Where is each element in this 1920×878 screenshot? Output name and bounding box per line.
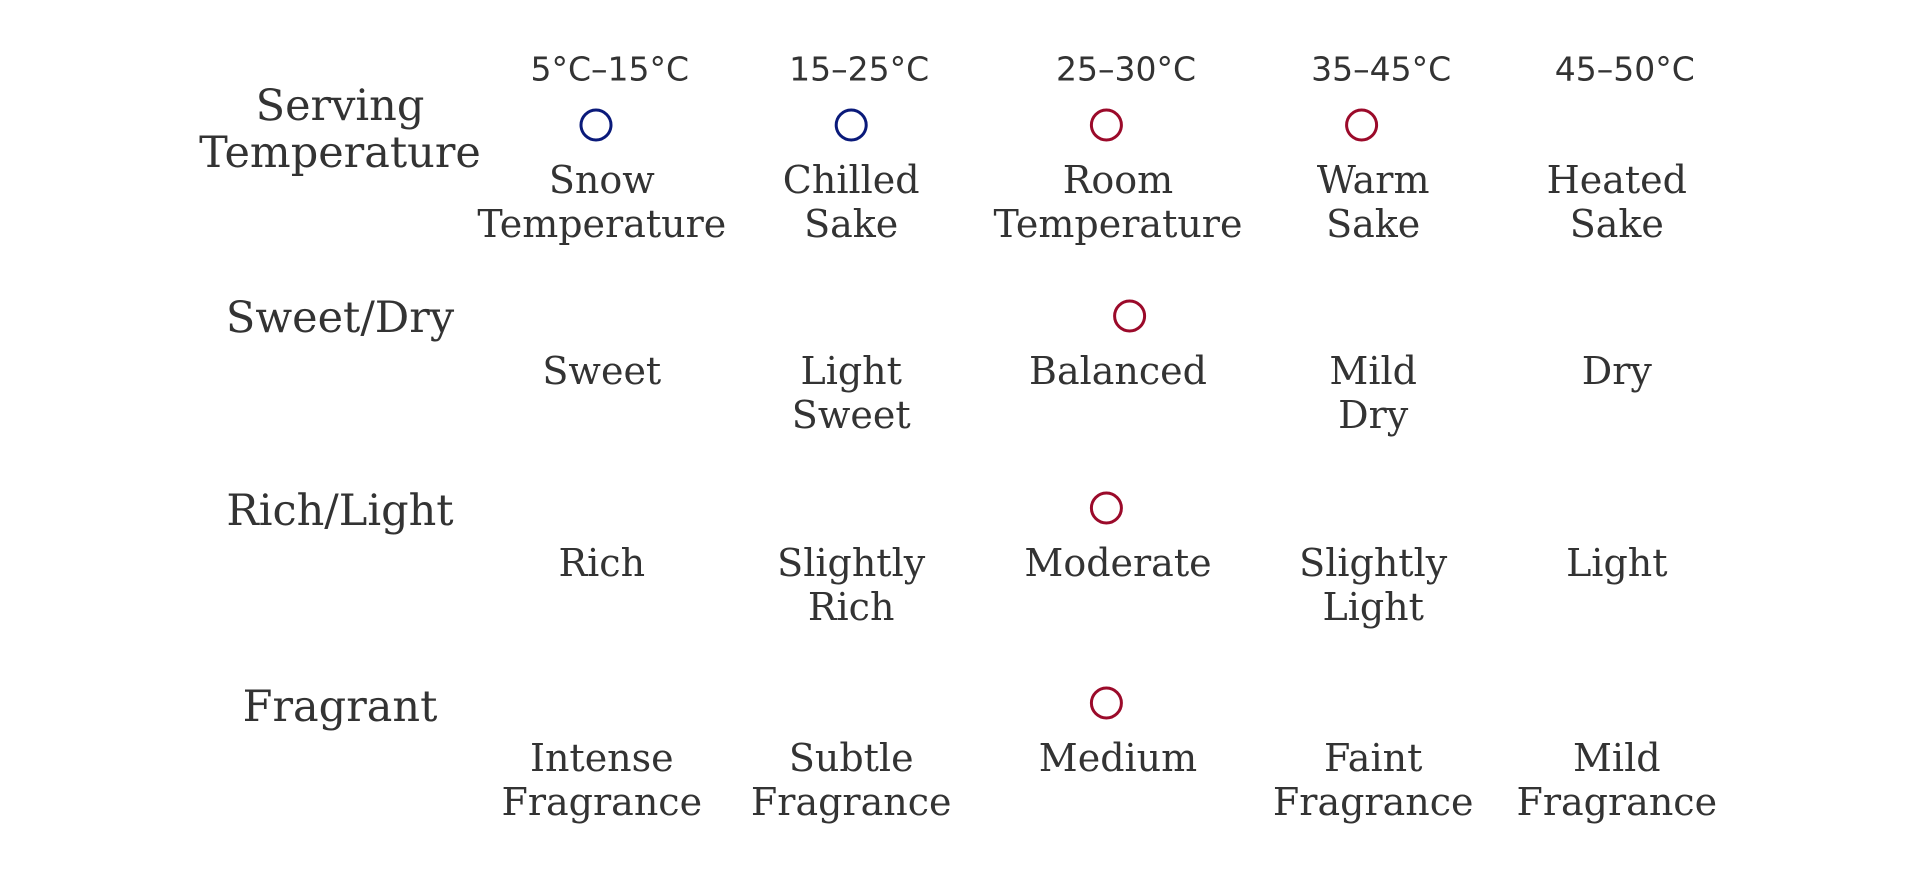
scale-label: Fragrance: [751, 780, 952, 824]
scale-label: Light: [1322, 585, 1423, 629]
scale-label: Medium: [1039, 736, 1197, 780]
scale-label: Intense: [530, 736, 674, 780]
temperature-range-label: 15–25°C: [789, 50, 929, 89]
scale-label: Room: [1063, 158, 1173, 202]
row-title: Temperature: [199, 128, 481, 178]
temperature-range-label: 5°C–15°C: [531, 50, 690, 89]
scale-label: Fragrance: [1517, 780, 1718, 824]
scale-label: Subtle: [789, 736, 914, 780]
scale-label: Temperature: [994, 202, 1243, 246]
scale-label: Rich: [808, 585, 895, 629]
scale-label: Slightly: [777, 541, 926, 585]
scale-label: Warm: [1317, 158, 1430, 202]
scale-label: Fragrance: [502, 780, 703, 824]
scale-label: Light: [1566, 541, 1667, 585]
row-title: Serving: [256, 81, 425, 131]
scale-label: Moderate: [1024, 541, 1211, 585]
scale-label: Mild: [1329, 349, 1417, 393]
scale-label: Rich: [559, 541, 646, 585]
scale-marker: [834, 108, 868, 142]
scale-label: Sweet: [792, 393, 911, 437]
scale-label: Fragrance: [1273, 780, 1474, 824]
scale-marker: [1089, 686, 1123, 720]
temperature-range-label: 45–50°C: [1555, 50, 1695, 89]
scale-label: Faint: [1324, 736, 1422, 780]
scale-label: Sweet: [542, 349, 661, 393]
scale-label: Balanced: [1029, 349, 1207, 393]
scale-label: Heated: [1547, 158, 1687, 202]
scale-marker: [1089, 491, 1123, 525]
scale-marker: [579, 108, 613, 142]
temperature-range-label: 35–45°C: [1311, 50, 1451, 89]
row-title: Fragrant: [243, 682, 438, 732]
scale-label: Temperature: [477, 202, 726, 246]
scale-label: Mild: [1573, 736, 1661, 780]
scale-label: Sake: [804, 202, 898, 246]
scale-marker: [1089, 108, 1123, 142]
scale-label: Light: [800, 349, 901, 393]
scale-marker: [1345, 108, 1379, 142]
temperature-range-label: 25–30°C: [1056, 50, 1196, 89]
scale-label: Slightly: [1299, 541, 1448, 585]
scale-label: Chilled: [783, 158, 920, 202]
scale-label: Sake: [1326, 202, 1420, 246]
row-title: Rich/Light: [226, 486, 453, 536]
scale-label: Snow: [549, 158, 655, 202]
scale-label: Sake: [1570, 202, 1664, 246]
scale-label: Dry: [1338, 393, 1409, 437]
scale-label: Dry: [1582, 349, 1653, 393]
scale-marker: [1113, 299, 1147, 333]
row-title: Sweet/Dry: [226, 293, 455, 343]
